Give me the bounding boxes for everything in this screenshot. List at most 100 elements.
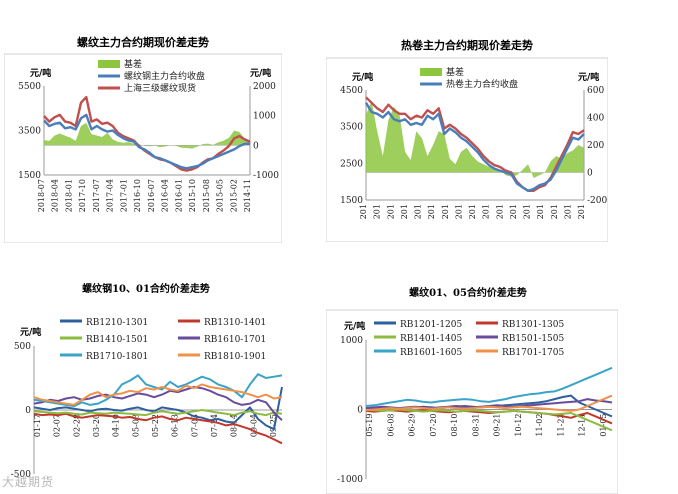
legend-label: 热卷主力合约收盘 — [446, 78, 518, 90]
right-tick-label: -200 — [587, 196, 607, 206]
legend-label: RB1301-1305 — [502, 320, 565, 330]
legend-swatch-basis — [420, 68, 442, 76]
x-tick-label: 201 — [495, 204, 504, 219]
legend-swatch-basis — [98, 60, 120, 68]
x-tick-label: 12-14 — [578, 414, 587, 437]
left-tick-label: 3500 — [18, 127, 41, 137]
x-tick-label: 06-29 — [408, 414, 417, 437]
right-tick-label: -1000 — [253, 171, 279, 181]
x-tick-label: 2016-04 — [161, 179, 170, 212]
rebar-10-01-spread-chart: 螺纹钢10、01合约价差走势 元/吨 500 0 -500 01-17 02-07 02-28… — [0, 280, 300, 480]
legend-label: RB1310-1401 — [204, 318, 266, 328]
x-tick-label: 2015-05 — [216, 179, 225, 212]
series-line-rb1301-1305 — [365, 409, 613, 425]
x-tick-label: 09-25 — [269, 414, 278, 437]
x-tick-label: 201 — [359, 204, 368, 219]
x-tick-label: 09-04 — [249, 414, 258, 437]
legend-label: RB1810-1901 — [204, 352, 266, 362]
x-tick-label: 2016-01 — [174, 179, 183, 212]
x-tick-label: 06-13 — [171, 414, 180, 437]
hrc-basis-chart: 热卷主力合约期现价差走势 元/吨 元/吨 4500 3500 2500 1500 600 400… — [326, 32, 608, 242]
series-line-rb1701-1705 — [365, 394, 613, 412]
x-tick-label: 2018-01 — [64, 179, 73, 212]
x-tick-label: 11-23 — [556, 414, 565, 437]
x-tick-label: 2017-04 — [106, 179, 115, 212]
right-tick-label: 0 — [253, 141, 259, 151]
left-unit-label: 元/吨 — [352, 71, 373, 83]
legend-label: RB1210-1301 — [86, 318, 148, 328]
x-tick-label: 05-19 — [365, 414, 374, 437]
series-area-basis — [366, 101, 584, 178]
x-tick-label: 2018-04 — [51, 179, 60, 212]
legend-label: RB1201-1205 — [400, 320, 463, 330]
right-unit-label: 元/吨 — [578, 71, 599, 83]
unit-label: 元/吨 — [20, 326, 41, 338]
x-tick-label: 201 — [550, 204, 559, 219]
series-line-rb1601-1605 — [365, 366, 613, 407]
watermark: 大越期货 — [2, 475, 55, 489]
series-line-futures — [43, 113, 250, 170]
x-tick-label: 07-03 — [190, 414, 199, 437]
series-line-rb1210-1301 — [33, 386, 283, 431]
right-tick-label: 2000 — [253, 82, 276, 92]
x-tick-label: 2016-10 — [133, 179, 142, 212]
x-tick-label: 201 — [454, 204, 463, 219]
left-unit-label: 元/吨 — [30, 67, 51, 79]
x-tick-label: 10-12 — [514, 414, 523, 437]
x-tick-label: 03-20 — [92, 414, 101, 437]
x-tick-label: 2014-11 — [243, 179, 252, 212]
x-tick-label: 201 — [386, 204, 395, 219]
x-tick-label: 2015-02 — [229, 179, 238, 212]
x-tick-label: 2015-08 — [202, 179, 211, 212]
x-tick-label: 201 — [427, 204, 436, 219]
chart-title: 螺纹01、05合约价差走势 — [409, 286, 527, 299]
legend-label: RB1610-1701 — [204, 335, 266, 345]
chart-title: 热卷主力合约期现价差走势 — [401, 38, 533, 52]
right-tick-label: 1000 — [253, 112, 276, 122]
x-tick-label: 2016-07 — [147, 179, 156, 212]
x-tick-label: 08-31 — [471, 414, 480, 437]
chart-title: 螺纹钢10、01合约价差走势 — [82, 282, 210, 295]
y-tick-label: -500 — [11, 470, 31, 480]
right-tick-label: 400 — [587, 114, 604, 124]
legend-label: 基差 — [124, 58, 142, 70]
x-tick-label: 02-07 — [53, 414, 62, 437]
y-tick-label: 1000 — [340, 336, 363, 346]
x-tick-label: 2017-01 — [119, 179, 128, 212]
x-tick-label: 08-10 — [450, 414, 459, 437]
y-tick-label: 0 — [357, 406, 363, 416]
x-tick-label: 201 — [414, 204, 423, 219]
x-tick-label: 2017-07 — [92, 179, 101, 212]
x-tick-label: 04-10 — [112, 414, 121, 437]
x-tick-label: 201 — [577, 204, 586, 219]
left-tick-label: 4500 — [340, 86, 363, 96]
right-tick-label: 0 — [587, 169, 593, 179]
y-tick-label: 500 — [14, 342, 31, 352]
x-tick-label: 01-05 — [599, 414, 608, 437]
legend-label: RB1410-1501 — [86, 335, 148, 345]
x-tick-label: 06-08 — [386, 414, 395, 437]
x-tick-label: 2017-10 — [78, 179, 87, 212]
x-tick-label: 2018-07 — [37, 179, 46, 212]
y-tick-label: -1000 — [337, 475, 363, 485]
x-tick-label: 201 — [441, 204, 450, 219]
x-tick-label: 07-20 — [429, 414, 438, 437]
series-line-rb1410-1501 — [33, 409, 283, 417]
series-area-basis — [44, 122, 250, 149]
series-line-rb1310-1401 — [33, 412, 283, 445]
left-tick-label: 5500 — [18, 82, 41, 92]
rebar-basis-chart: 螺纹主力合约期现价差走势 元/吨 元/吨 5500 3500 1500 2000 1000 0 -… — [4, 28, 282, 243]
x-tick-label: 2015-10 — [188, 179, 197, 212]
x-tick-label: 05-22 — [151, 414, 160, 437]
x-tick-label: 201 — [400, 204, 409, 219]
legend-label: RB1601-1605 — [400, 348, 463, 358]
y-tick-label: 0 — [25, 406, 31, 416]
x-tick-label: 11-02 — [535, 414, 544, 437]
legend-label: RB1401-1405 — [400, 334, 463, 344]
rebar-01-05-spread-chart: 螺纹01、05合约价差走势 元/吨 1000 0 -1000 05-19 06-08 06-2… — [326, 284, 618, 494]
x-tick-label: 201 — [536, 204, 545, 219]
right-unit-label: 元/吨 — [250, 67, 271, 79]
series-line-rb1810-1901 — [33, 383, 283, 406]
